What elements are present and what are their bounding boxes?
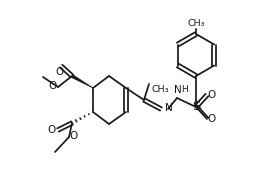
Text: O: O	[70, 131, 78, 141]
Text: CH₃: CH₃	[186, 20, 204, 28]
Polygon shape	[71, 75, 93, 88]
Text: O: O	[48, 125, 56, 135]
Text: N: N	[164, 103, 172, 113]
Text: O: O	[49, 81, 57, 91]
Text: O: O	[207, 90, 215, 100]
Text: CH₃: CH₃	[151, 85, 169, 95]
Text: O: O	[56, 67, 64, 77]
Text: N: N	[173, 85, 181, 95]
Text: O: O	[207, 114, 215, 124]
Text: S: S	[191, 100, 199, 113]
Text: H: H	[181, 85, 188, 95]
